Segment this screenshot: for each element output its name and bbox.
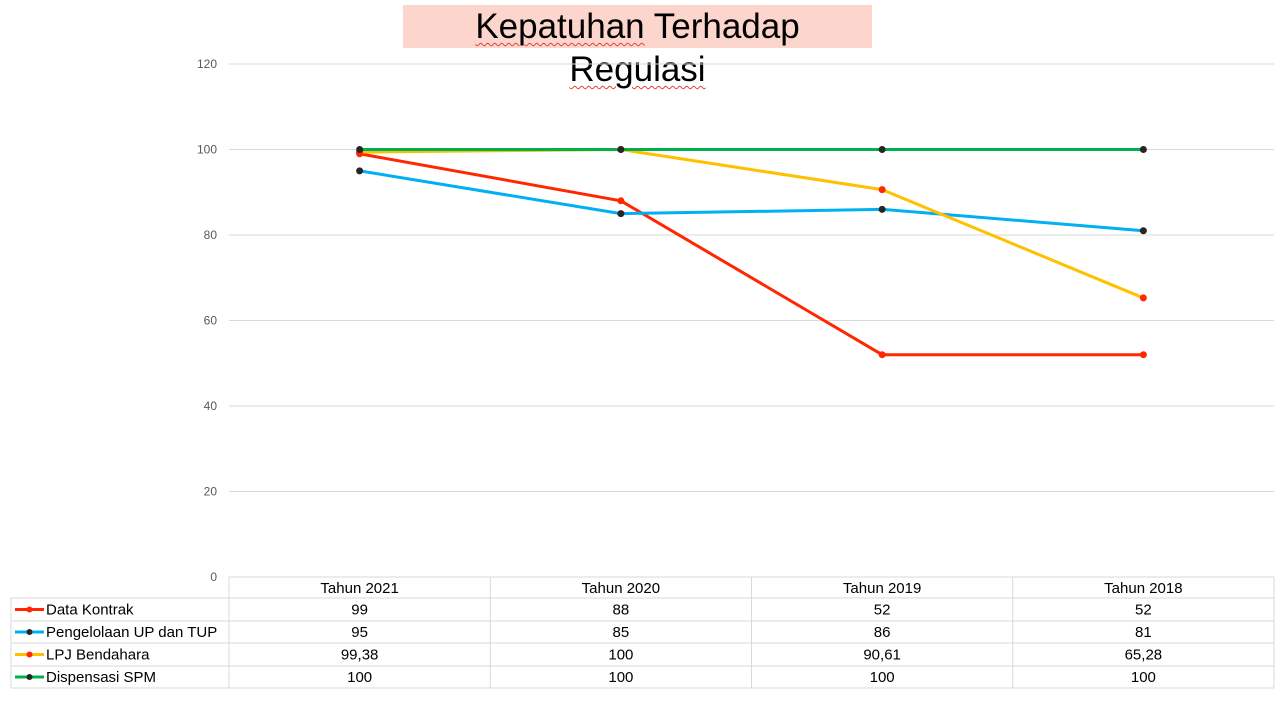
data-point (1139, 351, 1147, 359)
legend-label: Pengelolaan UP dan TUP (46, 624, 217, 641)
data-label: 52 (874, 602, 891, 619)
data-point (617, 146, 625, 153)
legend-label: Data Kontrak (46, 602, 134, 619)
data-label: 85 (613, 624, 630, 641)
category-label: Tahun 2019 (843, 580, 921, 597)
y-tick-label: 80 (204, 228, 218, 242)
data-label: 100 (1131, 669, 1156, 686)
data-point (878, 205, 886, 213)
series-line-1 (359, 169, 1144, 233)
category-label: Tahun 2020 (582, 580, 660, 597)
data-label: 65,28 (1125, 647, 1163, 664)
y-tick-label: 20 (204, 485, 218, 499)
title-word: Regulasi (569, 50, 706, 89)
legend-label: LPJ Bendahara (46, 647, 150, 664)
title-word: Kepatuhan (475, 7, 645, 46)
data-point (1139, 146, 1147, 153)
title-word: Terhadap (644, 7, 800, 46)
y-tick-label: 100 (197, 143, 217, 157)
data-label: 88 (613, 602, 630, 619)
data-label: 52 (1135, 602, 1152, 619)
data-label: 100 (608, 669, 633, 686)
y-tick-label: 40 (204, 399, 218, 413)
data-point (878, 186, 886, 194)
data-point (1139, 227, 1147, 235)
category-label: Tahun 2018 (1104, 580, 1182, 597)
data-label: 100 (347, 669, 372, 686)
data-point (878, 351, 886, 359)
data-point (617, 197, 625, 205)
data-point (356, 146, 364, 153)
data-label: 99,38 (341, 647, 379, 664)
series-line-2 (359, 148, 1144, 300)
legend-marker-icon (26, 606, 33, 613)
y-tick-label: 0 (210, 570, 217, 584)
data-label: 100 (870, 669, 895, 686)
legend-marker-icon (26, 629, 33, 635)
data-point (617, 210, 625, 218)
chart-title: Kepatuhan Terhadap Regulasi (403, 5, 872, 89)
data-label: 86 (874, 624, 891, 641)
data-label: 81 (1135, 624, 1152, 641)
series-line-0 (359, 152, 1144, 357)
data-label: 90,61 (863, 647, 901, 664)
data-point (1139, 294, 1147, 302)
data-label: 100 (608, 647, 633, 664)
y-tick-label: 120 (197, 57, 217, 71)
legend-marker-icon (26, 674, 33, 680)
category-label: Tahun 2021 (320, 580, 398, 597)
legend-label: Dispensasi SPM (46, 669, 156, 686)
data-point (356, 167, 364, 175)
data-label: 99 (351, 602, 368, 619)
data-label: 95 (351, 624, 368, 641)
legend-marker-icon (26, 651, 33, 658)
y-tick-label: 60 (204, 314, 218, 328)
data-point (878, 146, 886, 153)
